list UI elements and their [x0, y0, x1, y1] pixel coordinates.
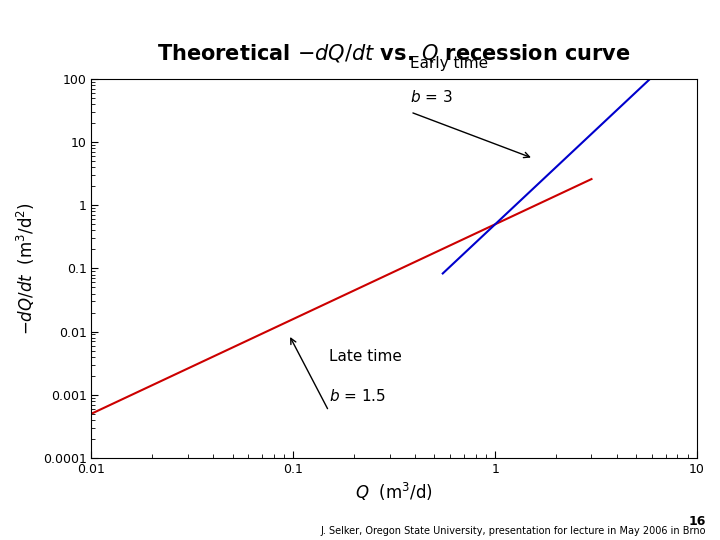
- Text: J. Selker, Oregon State University, presentation for lecture in May 2006 in Brno: J. Selker, Oregon State University, pres…: [320, 525, 706, 536]
- Text: $b$ = 1.5: $b$ = 1.5: [329, 388, 386, 404]
- Text: 16: 16: [688, 515, 706, 528]
- Text: Late time: Late time: [329, 349, 402, 364]
- Y-axis label: $-dQ$/$dt$  (m$^3$/d$^2$): $-dQ$/$dt$ (m$^3$/d$^2$): [15, 202, 37, 335]
- X-axis label: $Q$  (m$^3$/d): $Q$ (m$^3$/d): [356, 481, 433, 503]
- Text: Early time: Early time: [410, 56, 488, 71]
- Text: $b$ = 3: $b$ = 3: [410, 89, 453, 105]
- Title: Theoretical $-\mathit{dQ/dt}$ vs. $\mathit{Q}$ recession curve: Theoretical $-\mathit{dQ/dt}$ vs. $\math…: [158, 42, 631, 64]
